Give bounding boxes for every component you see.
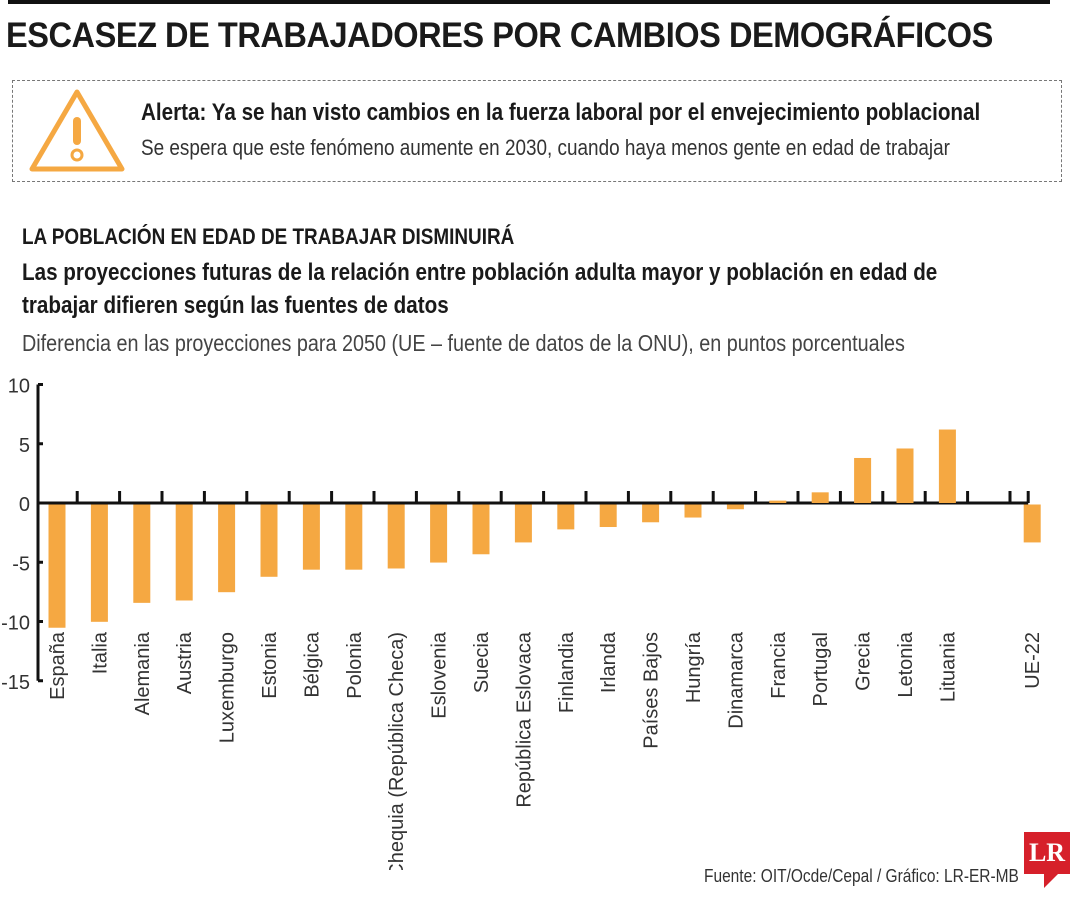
- x-tick-label: Hungría: [683, 631, 705, 703]
- bar-18: [811, 492, 829, 503]
- x-tick-label: Alemania: [132, 631, 154, 715]
- bar-11: [514, 504, 532, 543]
- bar-10: [472, 504, 490, 555]
- x-tick-label: Francia: [768, 631, 790, 699]
- x-tick-label: UE-22: [1022, 632, 1044, 689]
- alert-box: Alerta: Ya se han visto cambios en la fu…: [12, 80, 1062, 182]
- y-tick-label: -15: [1, 672, 30, 694]
- bar-19: [854, 457, 872, 503]
- page-title: ESCASEZ DE TRABAJADORES POR CAMBIOS DEMO…: [6, 16, 993, 55]
- bar-15: [684, 504, 702, 518]
- alert-heading: Alerta: Ya se han visto cambios en la fu…: [141, 99, 981, 126]
- bar-4: [218, 504, 236, 593]
- alert-text: Se espera que este fenómeno aumente en 2…: [141, 135, 950, 160]
- x-tick-label: Polonia: [344, 631, 366, 699]
- bar-9: [430, 504, 448, 563]
- y-tick-label: 5: [19, 435, 30, 457]
- chart-subtitle: Diferencia en las proyecciones para 2050…: [22, 330, 905, 356]
- x-tick-label: Finlandia: [556, 631, 578, 713]
- y-tick-label: -5: [12, 553, 30, 575]
- x-tick-label: Austria: [174, 631, 196, 694]
- bar-8: [387, 504, 405, 569]
- x-tick-label: Estonia: [259, 631, 281, 699]
- chart-title: Las proyecciones futuras de la relación …: [22, 259, 938, 319]
- x-tick-label: Bélgica: [301, 631, 323, 697]
- bar-14: [642, 504, 660, 523]
- bar-22: [1023, 504, 1041, 543]
- x-tick-label: Italia: [89, 631, 111, 674]
- x-tick-label: Irlanda: [598, 631, 620, 693]
- x-tick-label: Países Bajos: [641, 632, 663, 749]
- x-tick-label: Letonia: [895, 631, 917, 697]
- top-rule: [8, 0, 1050, 4]
- x-tick-label: Dinamarca: [725, 631, 747, 729]
- bar-2: [133, 504, 151, 603]
- y-tick-label: 10: [8, 376, 30, 398]
- y-tick-label: -10: [1, 613, 30, 635]
- bar-20: [896, 448, 914, 503]
- source-note: Fuente: OIT/Ocde/Cepal / Gráfico: LR-ER-…: [704, 866, 1019, 886]
- x-tick-label: Suecia: [471, 631, 493, 693]
- x-tick-label: Chequia (República Checa): [386, 632, 408, 870]
- y-tick-label: 0: [19, 494, 30, 516]
- bar-6: [302, 504, 320, 570]
- x-tick-label: República Eslovaca: [513, 631, 535, 808]
- x-tick-label: Luxemburgo: [217, 632, 239, 743]
- bar-chart: 10 5 0 -5 -10 -15 España Italia Alemania Austria L…: [1, 376, 1044, 871]
- bar-21: [938, 429, 956, 503]
- bar-13: [599, 504, 617, 528]
- x-tick-label: Grecia: [853, 631, 875, 691]
- x-tick-label: Portugal: [810, 632, 832, 707]
- x-tick-label: Lituania: [937, 631, 959, 702]
- bar-17: [769, 500, 787, 503]
- bar-3: [175, 504, 193, 601]
- bar-12: [557, 504, 575, 530]
- warning-triangle-icon: [29, 89, 125, 172]
- x-tick-label: España: [47, 631, 69, 700]
- bar-5: [260, 504, 278, 577]
- bar-1: [90, 504, 108, 622]
- lr-logo: LR: [1024, 832, 1070, 888]
- bar-16: [726, 504, 744, 510]
- x-tick-label: Eslovenia: [429, 631, 451, 719]
- bar-0: [48, 504, 66, 628]
- chart-kicker: LA POBLACIÓN EN EDAD DE TRABAJAR DISMINU…: [22, 224, 515, 249]
- bar-7: [345, 504, 363, 570]
